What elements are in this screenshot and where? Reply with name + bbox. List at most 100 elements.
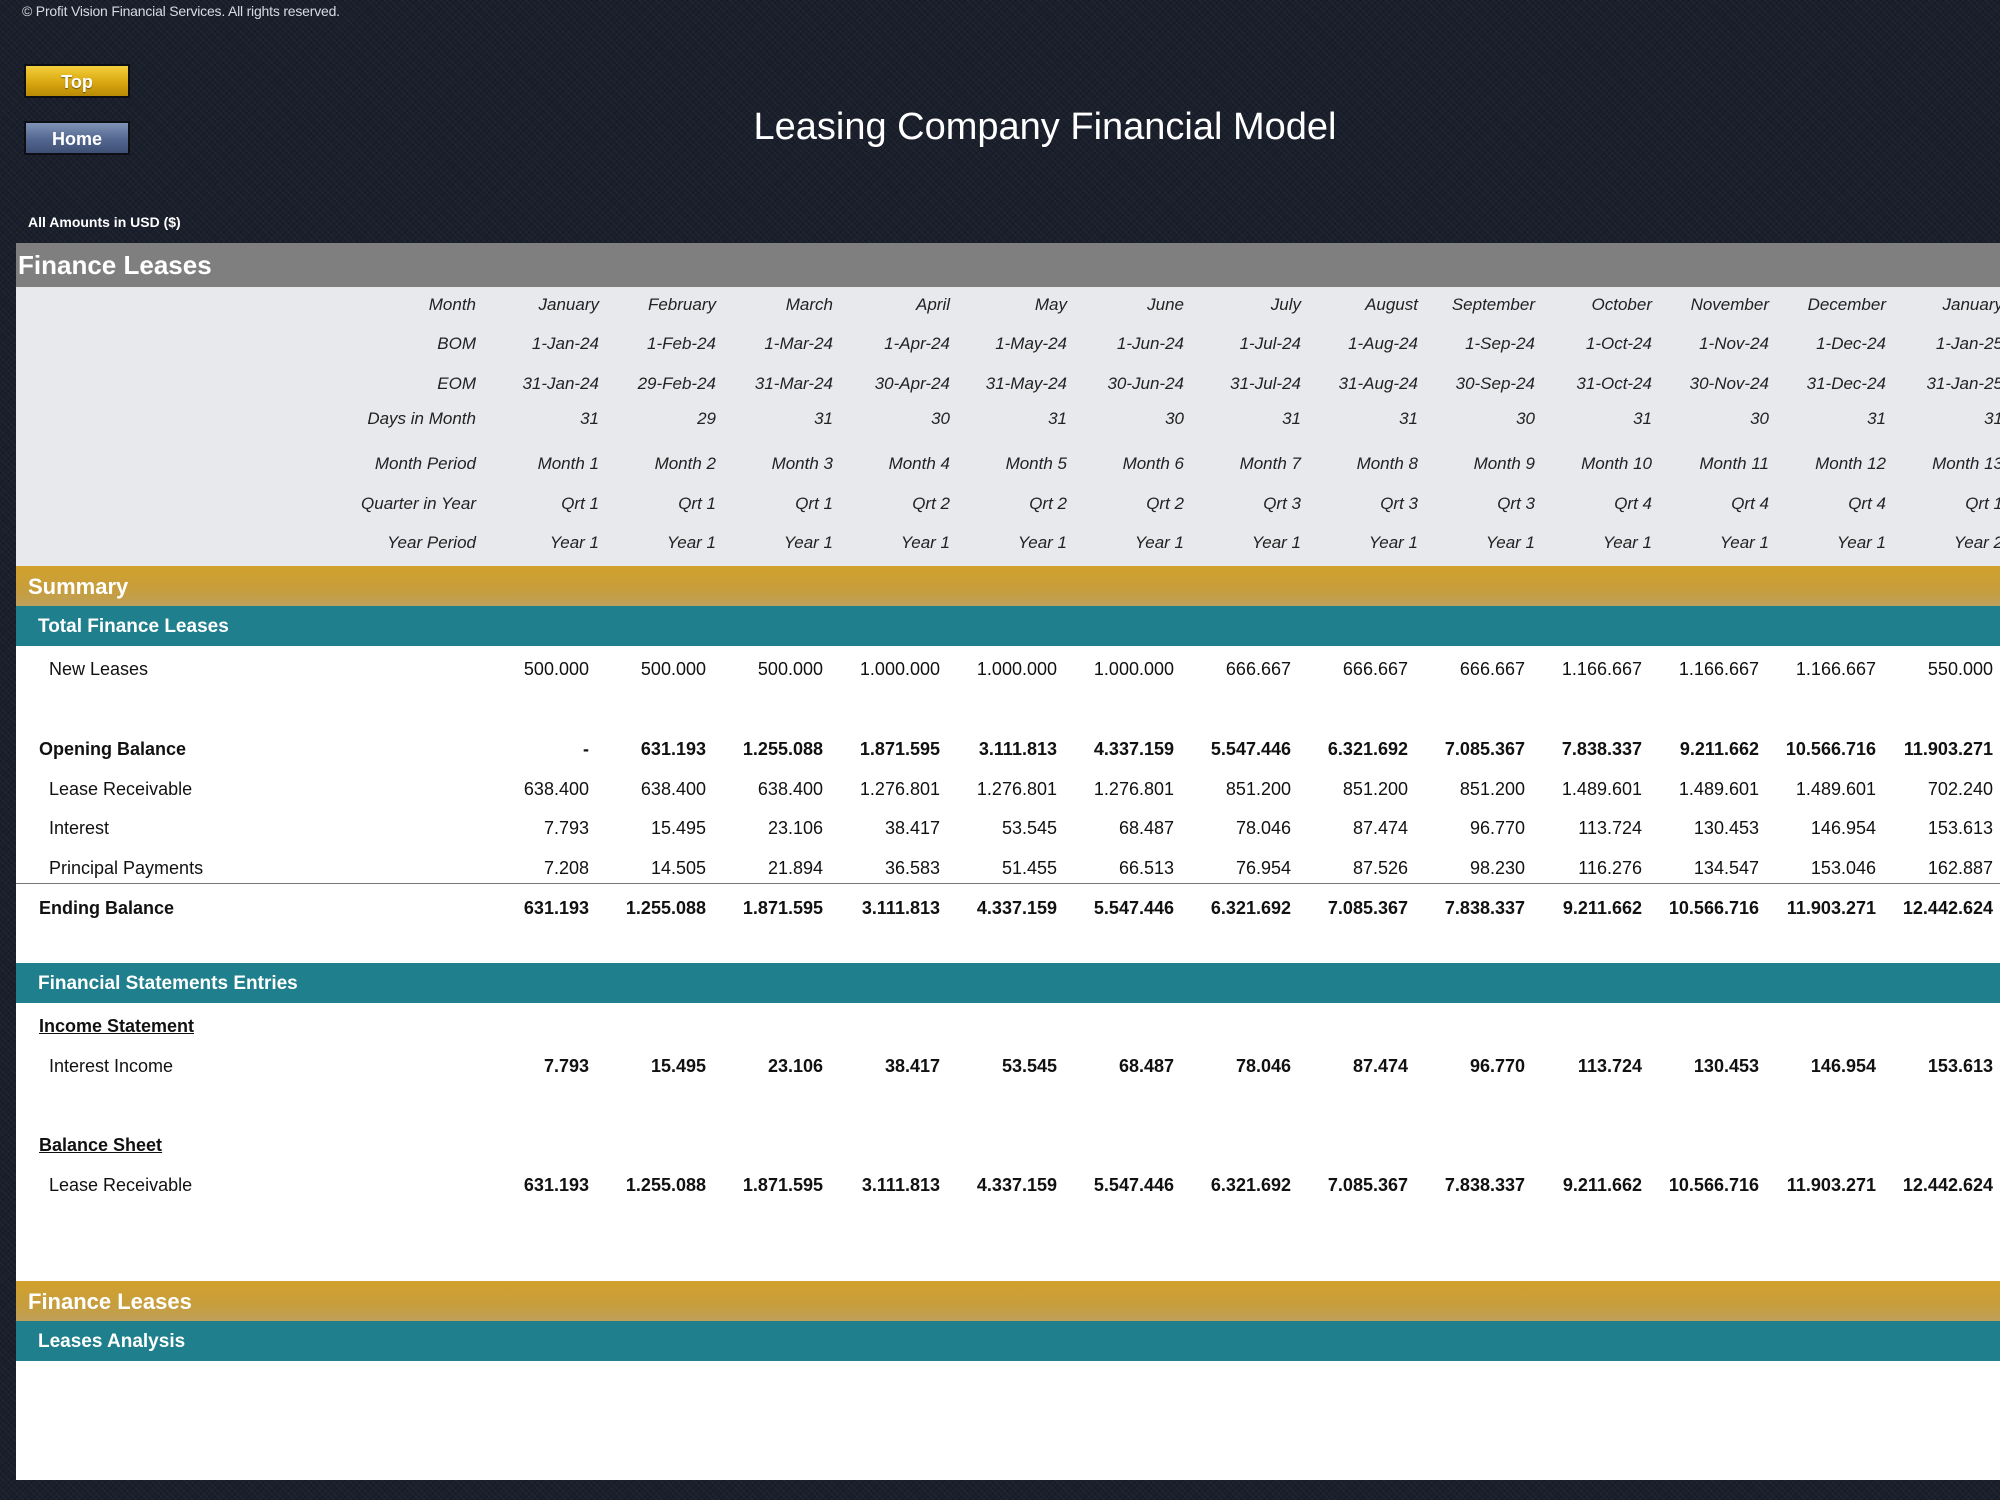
header-cell: Qrt 3 bbox=[1497, 494, 1535, 513]
top-button[interactable]: Top bbox=[24, 64, 130, 98]
row-label: Principal Payments bbox=[49, 858, 204, 878]
header-cell: June bbox=[1147, 295, 1184, 314]
header-cell: Qrt 3 bbox=[1380, 494, 1418, 513]
table-cell: 10.566.716 bbox=[1668, 898, 1759, 918]
fs-entries-title: Financial Statements Entries bbox=[38, 973, 298, 994]
table-cell: 6.321.692 bbox=[1210, 898, 1291, 918]
table-cell: 21.894 bbox=[767, 858, 823, 878]
header-label: Days in Month bbox=[367, 409, 476, 428]
header-cell: Month 11 bbox=[1699, 454, 1769, 473]
header-cell: 31-May-24 bbox=[985, 374, 1067, 393]
header-cell: 1-Jul-24 bbox=[1239, 334, 1301, 353]
table-cell: 638.400 bbox=[523, 779, 589, 799]
header-cell: November bbox=[1690, 295, 1769, 314]
table-cell: 96.770 bbox=[1469, 818, 1525, 838]
header-cell: 31 bbox=[1399, 409, 1418, 428]
header-label: BOM bbox=[437, 334, 476, 353]
spreadsheet-area: Finance Leases Month January February March… bbox=[16, 243, 2000, 1480]
table-row: New Leases 500.000 500.000 500.000 1.000.000… bbox=[16, 659, 2000, 691]
header-cell: 29 bbox=[697, 409, 716, 428]
header-cell: Month 12 bbox=[1815, 454, 1886, 473]
table-cell: 550.000 bbox=[1927, 659, 1993, 679]
table-cell: 666.667 bbox=[1225, 659, 1291, 679]
header-row: BOM 1-Jan-24 1-Feb-24 1-Mar-24 1-Apr-24 1-May… bbox=[16, 334, 2000, 366]
table-cell: 3.111.813 bbox=[861, 898, 940, 918]
finance-leases-band: Finance Leases bbox=[16, 1281, 2000, 1321]
row-label: Interest bbox=[49, 818, 110, 838]
page-title: Leasing Company Financial Model bbox=[753, 106, 1337, 148]
header-cell: Year 1 bbox=[783, 533, 833, 552]
table-cell: 10.566.716 bbox=[1785, 739, 1876, 759]
header-cell: 31-Oct-24 bbox=[1576, 374, 1652, 393]
table-cell: 631.193 bbox=[523, 898, 589, 918]
header-cell: 1-Apr-24 bbox=[884, 334, 950, 353]
header-cell: 1-Jan-24 bbox=[531, 334, 599, 353]
table-cell: 6.321.692 bbox=[1210, 1175, 1291, 1195]
balance-sheet-label: Balance Sheet bbox=[39, 1135, 163, 1155]
header-cell: 1-Dec-24 bbox=[1816, 334, 1886, 353]
table-cell: 23.106 bbox=[767, 1056, 823, 1076]
header-label: Month Period bbox=[374, 454, 476, 473]
header-cell: April bbox=[915, 295, 950, 314]
table-cell: 1.255.088 bbox=[742, 739, 823, 759]
table-cell: 116.276 bbox=[1578, 858, 1642, 878]
row-label: Ending Balance bbox=[39, 898, 175, 918]
header-cell: 30-Jun-24 bbox=[1107, 374, 1184, 393]
table-cell: 7.208 bbox=[543, 858, 589, 878]
header-cell: 1-Jan-25 bbox=[1935, 334, 2000, 353]
table-cell: - bbox=[583, 739, 589, 759]
header-cell: 1-Nov-24 bbox=[1699, 334, 1769, 353]
table-cell: 1.000.000 bbox=[859, 659, 940, 679]
table-cell: 162.887 bbox=[1927, 858, 1993, 878]
header-label: EOM bbox=[437, 374, 476, 393]
header-cell: 30 bbox=[1165, 409, 1184, 428]
home-button[interactable]: Home bbox=[24, 121, 130, 155]
header-cell: 30-Sep-24 bbox=[1455, 374, 1535, 393]
table-cell: 38.417 bbox=[884, 1056, 940, 1076]
header-cell: 31 bbox=[1048, 409, 1067, 428]
leases-analysis-title: Leases Analysis bbox=[38, 1331, 186, 1352]
header-cell: September bbox=[1451, 295, 1535, 314]
header-cell: Qrt 1 bbox=[561, 494, 599, 513]
table-cell: 1.255.088 bbox=[625, 1175, 706, 1195]
table-cell: 11.903.271 bbox=[1786, 1175, 1876, 1195]
table-cell: 1.871.595 bbox=[742, 898, 823, 918]
summary-band: Summary bbox=[16, 566, 2000, 606]
table-row: Interest 7.793 15.495 23.106 38.417 53.545 68.… bbox=[16, 818, 2000, 850]
table-cell: 7.838.337 bbox=[1561, 739, 1642, 759]
header-cell: Qrt 4 bbox=[1848, 494, 1886, 513]
table-cell: 11.903.271 bbox=[1786, 898, 1876, 918]
header-cell: Year 1 bbox=[666, 533, 716, 552]
income-statement-label: Income Statement bbox=[39, 1016, 195, 1036]
table-cell: 9.211.662 bbox=[1679, 739, 1759, 759]
header-cell: Month 10 bbox=[1581, 454, 1652, 473]
table-cell: 76.954 bbox=[1235, 858, 1291, 878]
header-cell: 31-Jan-24 bbox=[522, 374, 599, 393]
table-cell: 146.954 bbox=[1810, 818, 1876, 838]
table-cell: 68.487 bbox=[1118, 818, 1174, 838]
table-cell: 666.667 bbox=[1459, 659, 1525, 679]
header-cell: 31 bbox=[814, 409, 833, 428]
table-cell: 78.046 bbox=[1235, 1056, 1291, 1076]
table-cell: 666.667 bbox=[1342, 659, 1408, 679]
header-label: Year Period bbox=[387, 533, 476, 552]
table-cell: 1.276.801 bbox=[976, 779, 1057, 799]
header-cell: 31 bbox=[1984, 409, 2000, 428]
table-cell: 96.770 bbox=[1469, 1056, 1525, 1076]
income-statement-row: Income Statement bbox=[16, 1016, 2000, 1048]
fs-entries-band: Financial Statements Entries bbox=[16, 963, 2000, 1003]
header-cell: 31-Jan-25 bbox=[1926, 374, 2000, 393]
table-cell: 87.474 bbox=[1352, 818, 1408, 838]
leases-analysis-band: Leases Analysis bbox=[16, 1321, 2000, 1361]
header-cell: Year 1 bbox=[1719, 533, 1769, 552]
header-cell: July bbox=[1270, 295, 1301, 314]
table-cell: 51.455 bbox=[1001, 858, 1057, 878]
header-label: Month bbox=[428, 295, 476, 314]
header-cell: January bbox=[1942, 295, 2000, 314]
table-cell: 1.166.667 bbox=[1678, 659, 1759, 679]
table-cell: 130.453 bbox=[1693, 818, 1759, 838]
table-cell: 4.337.159 bbox=[1093, 739, 1174, 759]
table-cell: 1.255.088 bbox=[625, 898, 706, 918]
header-cell: August bbox=[1365, 295, 1418, 314]
header-cell: 30-Nov-24 bbox=[1689, 374, 1769, 393]
